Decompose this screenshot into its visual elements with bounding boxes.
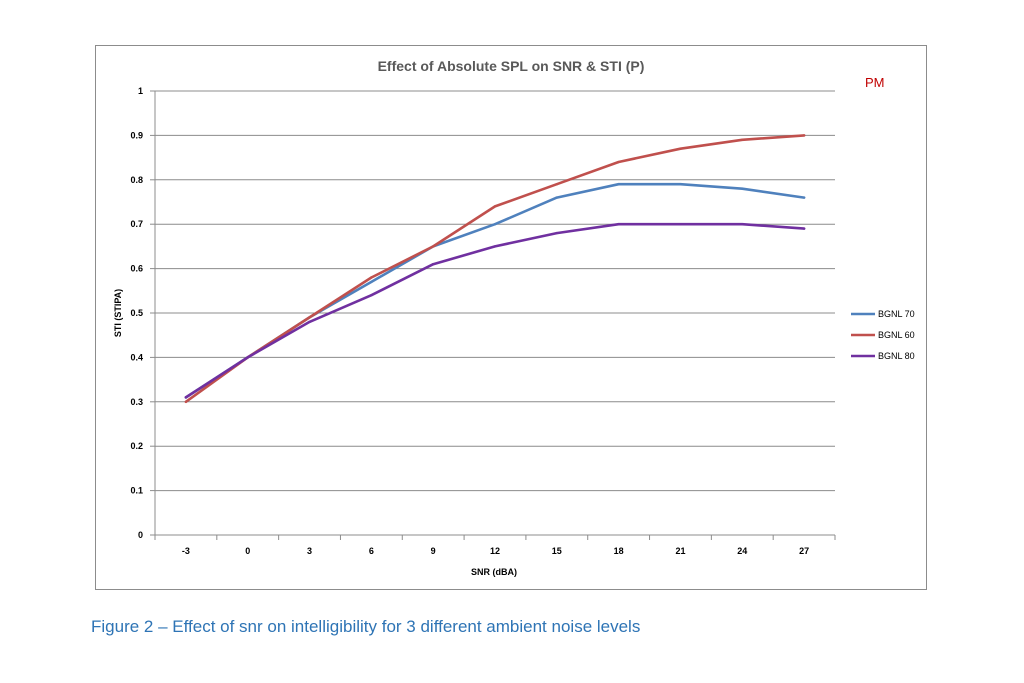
data-point [741, 138, 744, 142]
data-point [493, 245, 497, 248]
data-point [555, 231, 559, 235]
y-tick-label: 0.8 [130, 175, 143, 185]
data-point [308, 320, 311, 324]
data-point [741, 223, 744, 226]
data-point [370, 294, 373, 297]
x-tick-label: 12 [490, 546, 500, 556]
data-point [184, 396, 188, 399]
y-tick-label: 0.1 [130, 486, 143, 496]
x-tick-label: -3 [182, 546, 190, 556]
y-tick-label: 0 [138, 530, 143, 540]
y-tick-label: 0.5 [130, 308, 143, 318]
y-axis-label: STI (STIPA) [113, 289, 123, 337]
data-point [431, 262, 435, 266]
data-point [555, 196, 559, 199]
y-tick-label: 0.6 [130, 264, 143, 274]
figure-caption: Figure 2 – Effect of snr on intelligibil… [91, 617, 641, 636]
y-tick-label: 1 [138, 86, 143, 96]
data-point [370, 280, 373, 284]
data-point [679, 223, 682, 226]
data-point [802, 227, 806, 230]
data-point [802, 196, 806, 199]
y-tick-label: 0.7 [130, 219, 143, 229]
x-tick-label: 6 [369, 546, 374, 556]
series-line-bgnl-70 [184, 182, 806, 399]
legend-label: BGNL 80 [878, 351, 915, 361]
series-lines [184, 134, 806, 404]
axes: 0 0.1 0.2 0.3 0.4 0.5 0.6 0.7 0.8 0.9 1 -3 0 3 6 9 12 15 1… [130, 86, 836, 556]
chart-title: Effect of Absolute SPL on SNR & STI (P) [378, 58, 645, 74]
data-point [370, 276, 373, 279]
data-point [184, 400, 188, 403]
y-tick-label: 0.3 [130, 397, 143, 407]
chart-annotation: PM [865, 75, 885, 90]
data-point [679, 183, 682, 186]
y-tick-label: 0.2 [130, 441, 143, 451]
data-point [679, 147, 682, 150]
x-tick-label: 24 [737, 546, 747, 556]
x-tick-label: 0 [245, 546, 250, 556]
data-point [741, 187, 744, 190]
data-point [493, 223, 497, 226]
data-point [617, 183, 620, 186]
data-point [555, 183, 559, 186]
data-point [617, 223, 620, 226]
gridlines [155, 90, 835, 492]
x-tick-label: 27 [799, 546, 809, 556]
data-point [308, 316, 311, 319]
legend-label: BGNL 60 [878, 330, 915, 340]
x-tick-label: 9 [431, 546, 436, 556]
legend: BGNL 70 BGNL 60 BGNL 80 [851, 309, 915, 361]
data-point [246, 356, 249, 359]
x-axis-label: SNR (dBA) [471, 567, 517, 577]
data-point [617, 160, 620, 164]
data-point [431, 245, 435, 248]
legend-label: BGNL 70 [878, 309, 915, 319]
x-tick-label: 15 [552, 546, 562, 556]
x-tick-label: 18 [614, 546, 624, 556]
y-tick-label: 0.4 [130, 352, 143, 362]
data-point [802, 134, 806, 137]
data-point [493, 205, 497, 208]
series-line-bgnl-80 [184, 222, 806, 399]
x-tick-label: 21 [675, 546, 685, 556]
x-tick-label: 3 [307, 546, 312, 556]
y-tick-label: 0.9 [130, 130, 143, 140]
